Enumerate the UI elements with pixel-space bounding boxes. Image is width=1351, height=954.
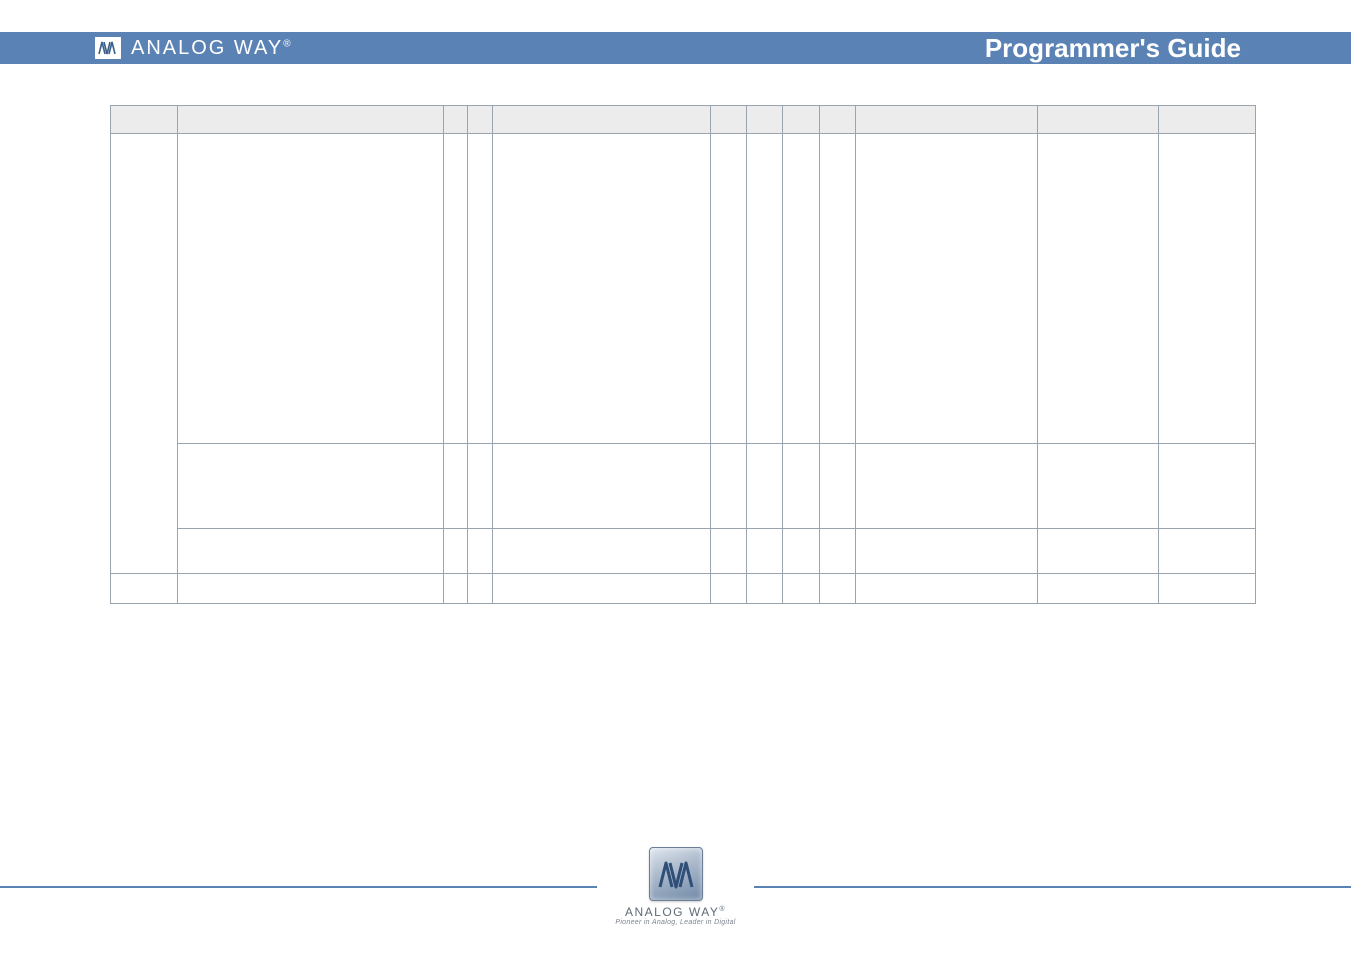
cell (783, 134, 819, 444)
cell (444, 444, 468, 529)
cell (710, 134, 746, 444)
footer-brand-suffix: ® (719, 906, 726, 913)
cell (1159, 529, 1256, 574)
brand-name: ANALOG WAY® (131, 37, 293, 60)
th-d (747, 106, 783, 134)
cell (1159, 444, 1256, 529)
cell (177, 529, 444, 574)
footer-tagline: Pioneer in Analog, Leader in Digital (615, 919, 735, 926)
th-group (111, 106, 178, 134)
footer-logo-block: ANALOG WAY® Pioneer in Analog, Leader in… (597, 847, 753, 926)
th-b (468, 106, 492, 134)
cell (856, 574, 1038, 604)
table-row (111, 444, 1256, 529)
th-name (177, 106, 444, 134)
cell (1037, 574, 1158, 604)
cell (710, 529, 746, 574)
cell (444, 134, 468, 444)
table-row (111, 529, 1256, 574)
brand: ANALOG WAY® (95, 37, 293, 60)
cell (177, 444, 444, 529)
cell (747, 444, 783, 529)
th-c (710, 106, 746, 134)
cell (111, 574, 178, 604)
cell (819, 529, 855, 574)
cell (856, 134, 1038, 444)
cell (856, 529, 1038, 574)
cell (710, 444, 746, 529)
th-h (1037, 106, 1158, 134)
footer: ANALOG WAY® Pioneer in Analog, Leader in… (0, 847, 1351, 926)
th-f (819, 106, 855, 134)
cell (1159, 134, 1256, 444)
cell (783, 574, 819, 604)
cell (177, 574, 444, 604)
cell (747, 574, 783, 604)
table-header (111, 106, 1256, 134)
footer-brand-name: ANALOG WAY® (625, 905, 726, 919)
th-desc (492, 106, 710, 134)
th-a (444, 106, 468, 134)
table-row (111, 574, 1256, 604)
cell (444, 574, 468, 604)
cell (710, 574, 746, 604)
cell (819, 444, 855, 529)
cell (856, 444, 1038, 529)
table (110, 105, 1256, 604)
footer-brand-text: ANALOG WAY (625, 905, 719, 919)
cell (492, 529, 710, 574)
th-e (783, 106, 819, 134)
cell (468, 134, 492, 444)
brand-logo-icon (95, 37, 121, 59)
command-table (110, 105, 1256, 604)
footer-line-right (754, 886, 1351, 888)
cell (468, 444, 492, 529)
cell (819, 134, 855, 444)
cell (783, 444, 819, 529)
footer-line-left (0, 886, 597, 888)
footer-logo-icon (649, 847, 703, 901)
page-title: Programmer's Guide (985, 33, 1241, 64)
th-i (1159, 106, 1256, 134)
cell (444, 529, 468, 574)
brand-suffix: ® (283, 38, 292, 49)
cell (492, 444, 710, 529)
cell (1037, 529, 1158, 574)
cell (1159, 574, 1256, 604)
th-g (856, 106, 1038, 134)
cell (468, 574, 492, 604)
cell (492, 574, 710, 604)
cell (492, 134, 710, 444)
cell (1037, 444, 1158, 529)
cell (819, 574, 855, 604)
cell (747, 134, 783, 444)
brand-name-text: ANALOG WAY (131, 37, 283, 59)
cell (1037, 134, 1158, 444)
cell-group (111, 134, 178, 574)
cell (468, 529, 492, 574)
cell (177, 134, 444, 444)
table-row (111, 134, 1256, 444)
table-body (111, 134, 1256, 604)
cell (783, 529, 819, 574)
header-bar: ANALOG WAY® Programmer's Guide (0, 32, 1351, 64)
cell (747, 529, 783, 574)
